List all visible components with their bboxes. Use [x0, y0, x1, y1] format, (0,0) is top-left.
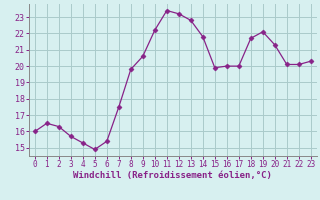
X-axis label: Windchill (Refroidissement éolien,°C): Windchill (Refroidissement éolien,°C) [73, 171, 272, 180]
